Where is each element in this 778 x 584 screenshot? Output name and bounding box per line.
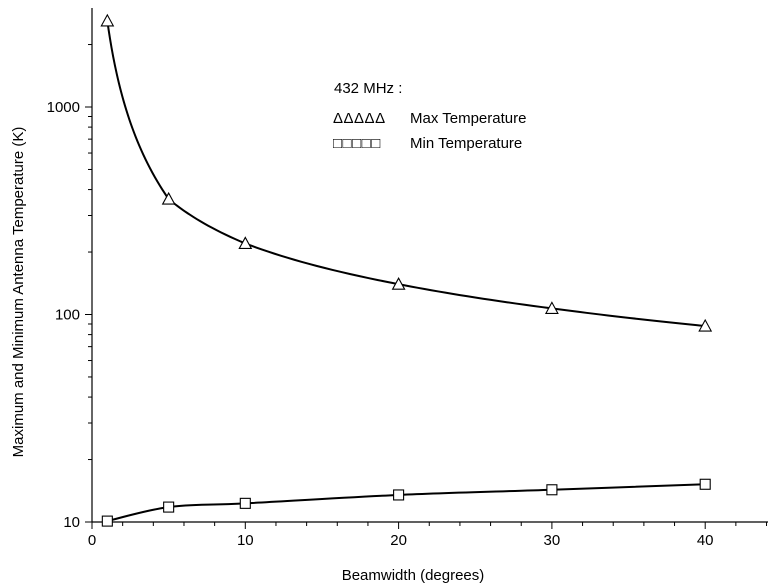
legend-symbols-max: ΔΔΔΔΔ bbox=[333, 110, 386, 127]
legend-label-min: Min Temperature bbox=[410, 135, 522, 152]
axes bbox=[91, 8, 768, 523]
max-temperature-point bbox=[698, 318, 713, 332]
series-curves bbox=[106, 20, 706, 523]
legend-label-max: Max Temperature bbox=[410, 110, 526, 127]
max-temperature-point bbox=[544, 301, 559, 314]
max-temperature-point bbox=[238, 236, 253, 249]
y-tick-label: 100 bbox=[55, 307, 80, 324]
x-tick-label: 10 bbox=[237, 532, 254, 549]
series-markers bbox=[100, 13, 713, 527]
legend-title: 432 MHz : bbox=[334, 80, 402, 97]
max-temperature-point bbox=[100, 13, 115, 27]
max-temperature-point bbox=[161, 191, 176, 205]
x-tick-label: 30 bbox=[544, 532, 561, 549]
min-temperature-point bbox=[546, 484, 558, 496]
min-temperature-point bbox=[239, 497, 251, 509]
min-temperature-point bbox=[393, 489, 405, 501]
x-tick-label: 20 bbox=[390, 532, 407, 549]
min-temperature-point bbox=[101, 515, 113, 527]
max-temperature-point bbox=[391, 277, 406, 290]
x-tick-label: 0 bbox=[88, 532, 96, 549]
max-temperature-line bbox=[106, 20, 706, 328]
legend-symbols-min: □□□□□ bbox=[333, 135, 381, 152]
min-temperature-line bbox=[107, 483, 706, 523]
legend: 432 MHz : ΔΔΔΔΔ Max Temperature □□□□□ Mi… bbox=[333, 80, 526, 152]
y-tick-label: 1000 bbox=[47, 99, 80, 116]
ticks: 0 10 20 30 40 10 100 1000 bbox=[47, 44, 768, 549]
y-axis-title: Maximum and Minimum Antenna Temperature … bbox=[10, 127, 27, 458]
x-axis-title: Beamwidth (degrees) bbox=[342, 567, 485, 584]
y-tick-label: 10 bbox=[63, 514, 80, 531]
min-temperature-point bbox=[699, 478, 711, 490]
x-tick-label: 40 bbox=[697, 532, 714, 549]
min-temperature-point bbox=[163, 501, 175, 513]
